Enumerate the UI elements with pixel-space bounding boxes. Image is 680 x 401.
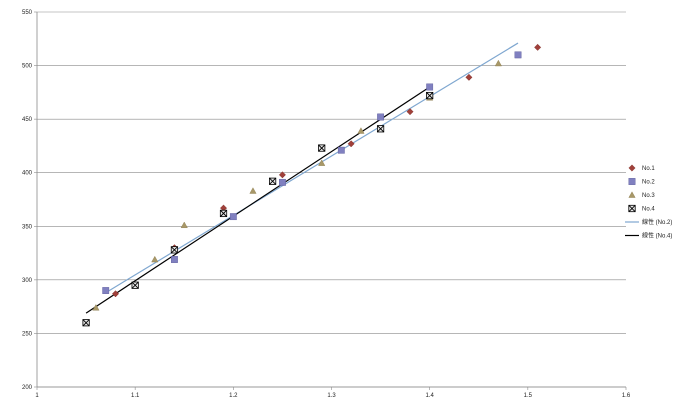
- y-tick-label: 450: [22, 117, 33, 123]
- x-tick-label: 1.3: [327, 393, 336, 399]
- legend-label: 線性 (No.2): [642, 218, 672, 226]
- x-tick-label: 1.5: [524, 393, 533, 399]
- trendlines: [85, 42, 519, 314]
- marker-cross: [628, 204, 636, 213]
- marker-cross: [269, 177, 277, 185]
- x-tick-label: 1.2: [229, 393, 238, 399]
- data-point: [494, 59, 502, 67]
- data-point: [376, 125, 385, 133]
- data-point: [426, 83, 434, 91]
- y-tick-label: 250: [22, 331, 33, 337]
- data-point: [318, 159, 326, 166]
- data-point: [82, 319, 90, 327]
- data-point: [229, 213, 237, 221]
- legend: No.1 No.2 No.3 No.4 線性 (No.2) 線性 (No.4): [625, 164, 672, 240]
- data-point: [249, 187, 257, 194]
- data-point: [318, 144, 326, 152]
- legend-marker: [628, 178, 636, 185]
- data-point: [377, 113, 384, 121]
- data-point: [170, 246, 179, 254]
- marker-cross: [318, 144, 326, 152]
- data-point: [180, 221, 188, 228]
- x-tick-label: 1.4: [425, 393, 434, 399]
- legend-marker: [628, 191, 636, 198]
- data-point: [514, 51, 522, 59]
- y-tick-label: 300: [22, 278, 33, 284]
- data-point: [278, 171, 286, 179]
- data-point: [357, 127, 365, 134]
- data-point: [112, 290, 120, 298]
- data-point: [219, 209, 228, 218]
- data-point: [102, 287, 110, 294]
- marker-cross: [377, 125, 385, 133]
- legend-label: No.1: [642, 166, 655, 172]
- data-point: [534, 43, 542, 51]
- y-tick-label: 350: [22, 224, 33, 230]
- x-tick-label: 1.6: [622, 393, 631, 399]
- axes: [34, 11, 627, 390]
- x-tick-labels: 1 1.1 1.2 1.3 1.4 1.5 1.6: [35, 393, 631, 399]
- data-point: [347, 140, 355, 148]
- grid-lines: [37, 11, 626, 388]
- data-point: [92, 304, 100, 311]
- y-tick-label: 400: [22, 171, 33, 177]
- x-tick-label: 1.1: [131, 393, 140, 399]
- data-point: [268, 177, 277, 185]
- legend-label: No.4: [642, 207, 655, 213]
- data-points: [82, 43, 542, 327]
- marker-cross: [219, 209, 228, 217]
- data-point: [465, 73, 473, 81]
- y-tick-label: 550: [22, 10, 33, 16]
- data-point: [131, 281, 139, 289]
- legend-label: 線性 (No.4): [642, 232, 672, 240]
- y-tick-label: 500: [22, 64, 33, 70]
- legend-marker: [628, 204, 636, 213]
- trendline: [85, 86, 430, 314]
- trendline: [105, 42, 519, 294]
- x-tick-label: 1: [35, 393, 39, 399]
- y-tick-labels: 200 250 300 350 400 450 500 550: [22, 10, 33, 391]
- marker-cross: [131, 281, 139, 289]
- data-point: [279, 178, 286, 186]
- legend-label: No.3: [642, 193, 655, 199]
- data-point: [426, 91, 434, 100]
- marker-cross: [82, 319, 90, 327]
- data-point: [171, 256, 178, 263]
- data-point: [406, 108, 414, 116]
- legend-marker: [628, 164, 636, 172]
- marker-cross: [170, 246, 178, 254]
- data-point: [337, 146, 345, 154]
- marker-cross: [426, 92, 434, 100]
- y-tick-label: 200: [22, 385, 33, 391]
- data-point: [151, 255, 159, 263]
- legend-label: No.2: [642, 180, 655, 186]
